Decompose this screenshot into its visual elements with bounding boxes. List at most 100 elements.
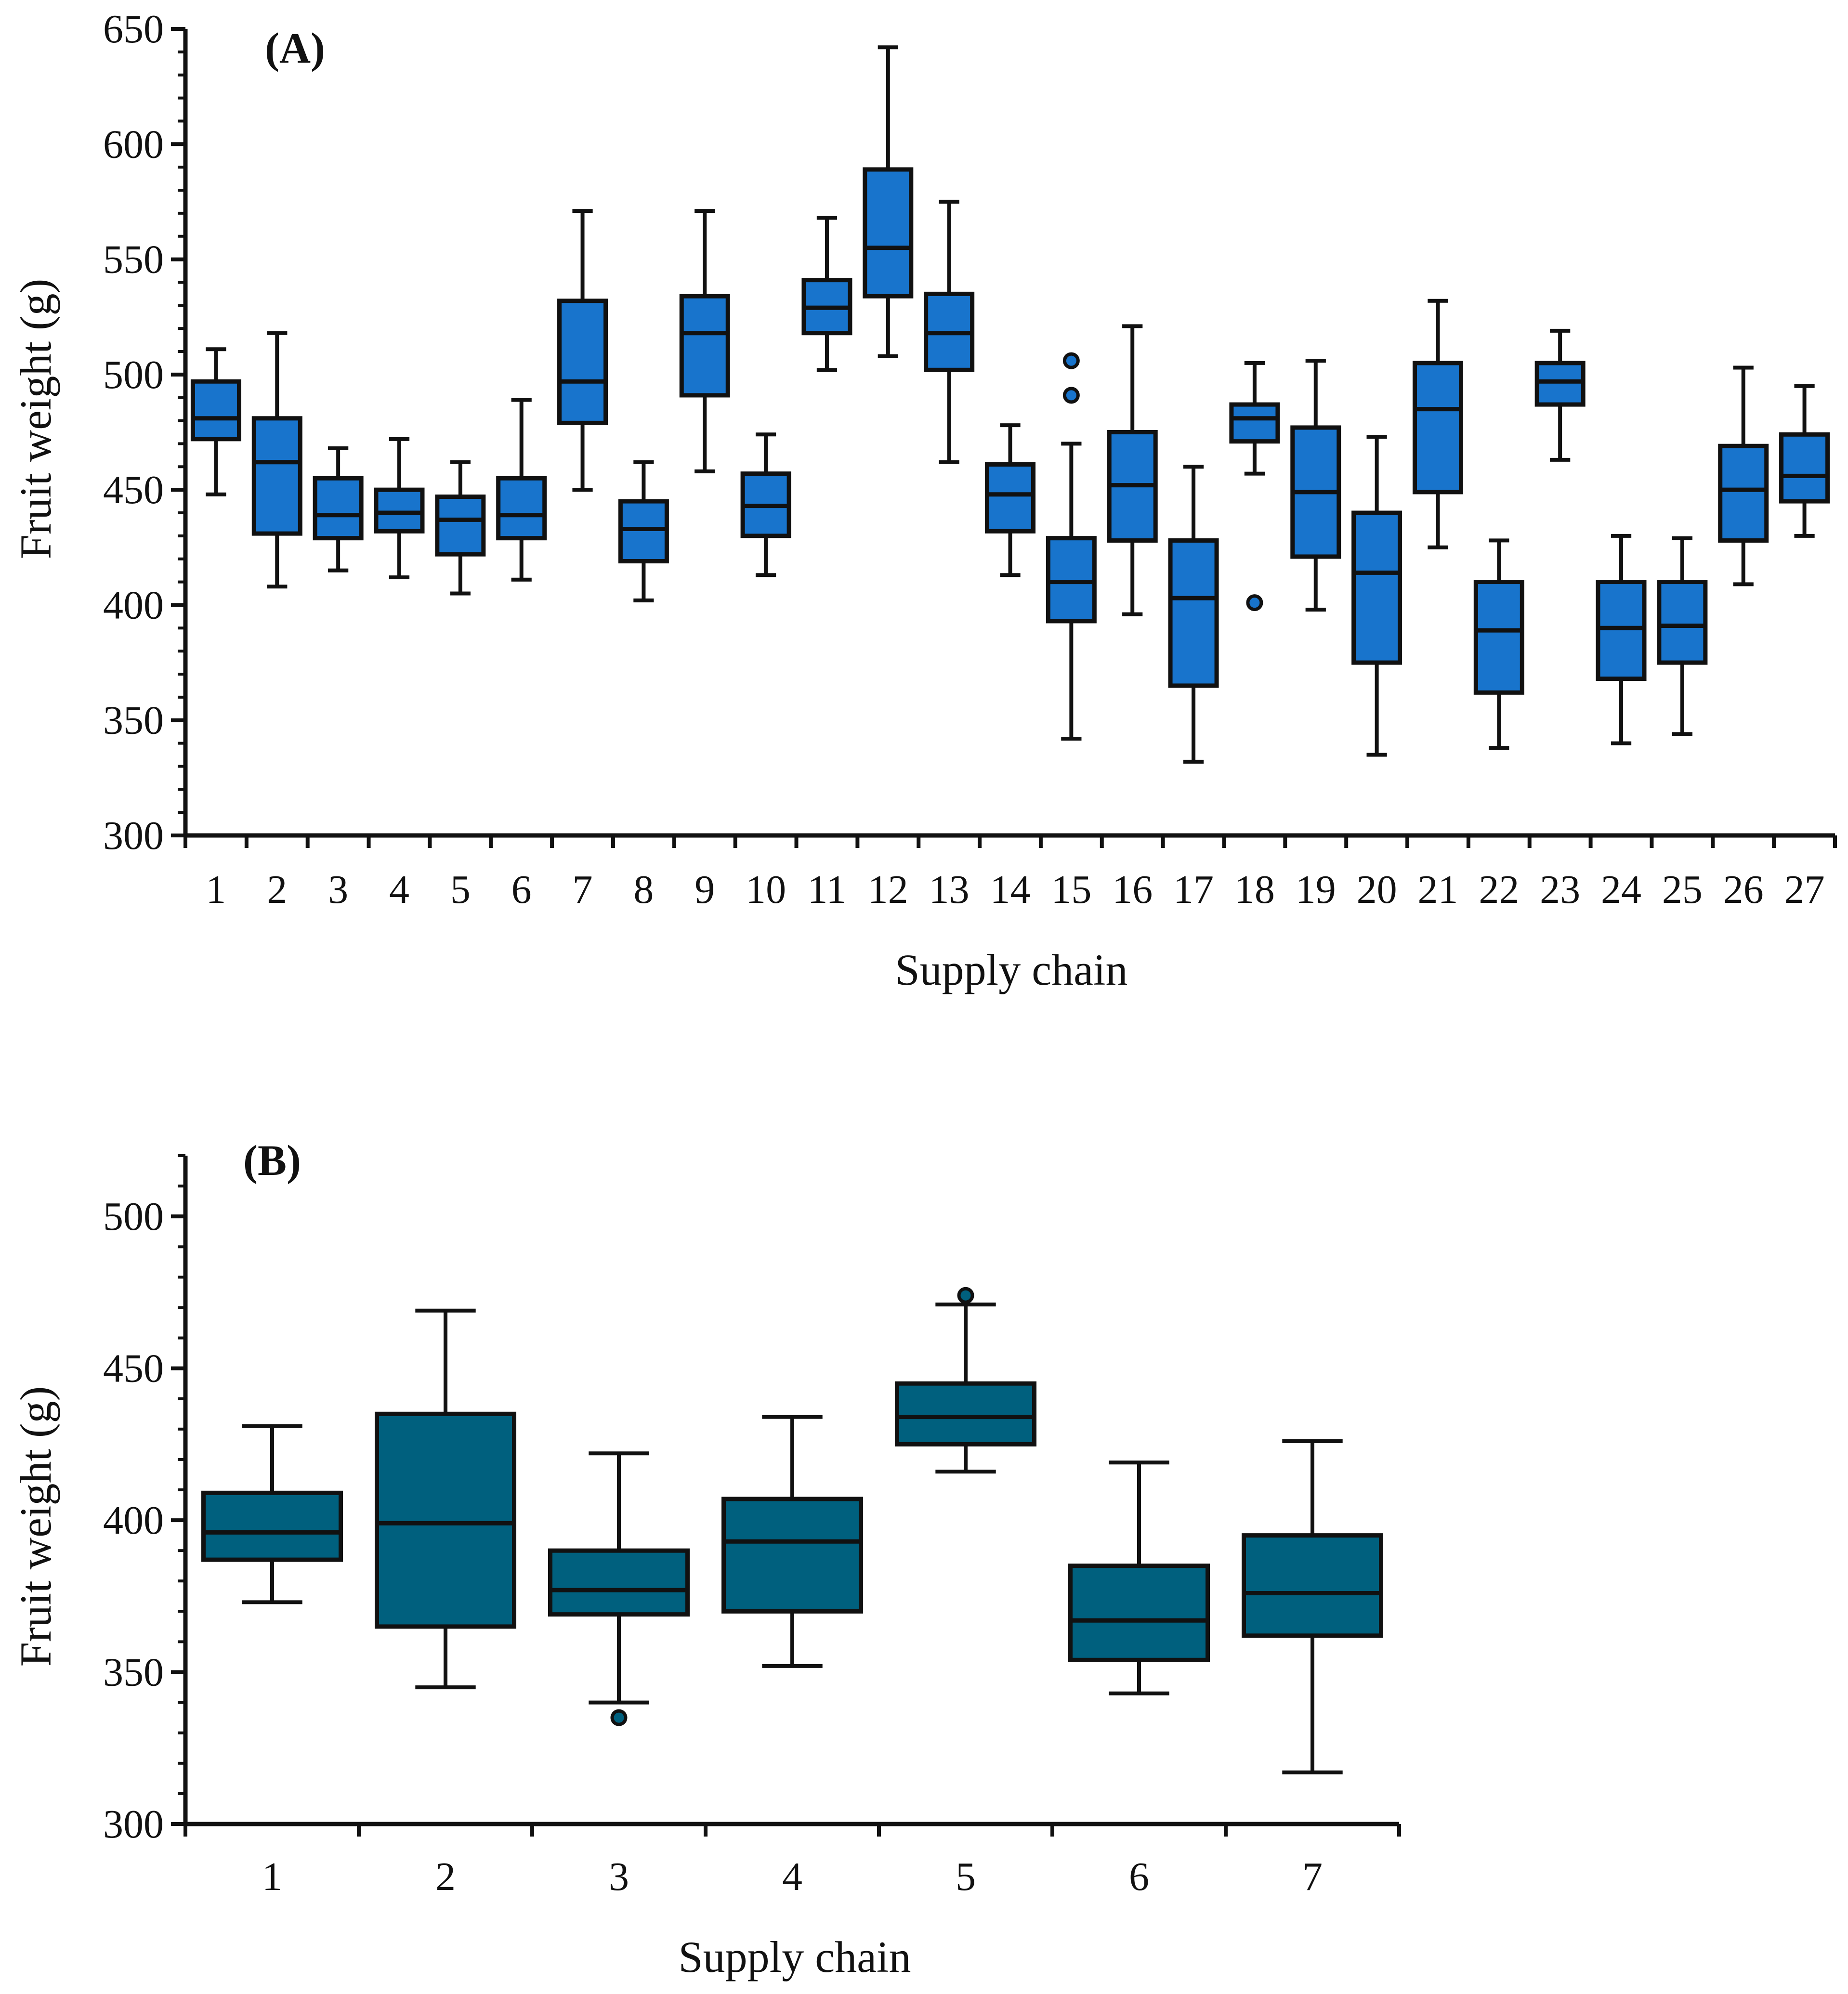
box-5 <box>895 1287 1036 1474</box>
x-tick-label: 26 <box>1723 867 1764 912</box>
iqr-box <box>1657 580 1708 665</box>
box-22 <box>1473 538 1524 750</box>
x-tick-label: 20 <box>1357 867 1397 912</box>
box-7 <box>1242 1439 1383 1774</box>
x-tick-label: 23 <box>1540 867 1580 912</box>
x-tick-label: 4 <box>389 867 409 912</box>
iqr-box <box>1596 580 1647 681</box>
x-tick-label: 3 <box>609 1854 629 1899</box>
iqr-box <box>1718 443 1769 543</box>
box-3 <box>313 446 364 573</box>
panel-b-y-axis-title: Fruit weight (g) <box>11 1386 60 1667</box>
iqr-box <box>1046 536 1097 624</box>
y-tick-label: 450 <box>103 468 164 512</box>
x-tick-label: 7 <box>573 867 593 912</box>
y-tick-label: 450 <box>103 1346 164 1391</box>
iqr-box <box>985 462 1035 534</box>
x-tick-label: 3 <box>328 867 348 912</box>
iqr-box <box>1068 1564 1210 1662</box>
x-tick-label: 27 <box>1784 867 1825 912</box>
y-tick-label: 350 <box>103 698 164 743</box>
iqr-box <box>548 1548 690 1617</box>
x-tick-label: 22 <box>1479 867 1519 912</box>
iqr-box <box>201 1490 343 1562</box>
x-tick-label: 7 <box>1302 1854 1323 1899</box>
panel-b-chart: (B) Supply chain Fruit weight (g) 300350… <box>11 1137 1401 1981</box>
box-4 <box>721 1415 863 1668</box>
x-tick-label: 21 <box>1417 867 1458 912</box>
x-tick-label: 6 <box>511 867 532 912</box>
x-tick-label: 2 <box>435 1854 456 1899</box>
x-tick-label: 10 <box>746 867 786 912</box>
y-tick-label: 650 <box>103 7 164 52</box>
box-6 <box>1068 1460 1210 1695</box>
y-tick-label: 300 <box>103 813 164 858</box>
iqr-box <box>557 299 608 425</box>
x-tick-label: 5 <box>956 1854 976 1899</box>
y-tick-label: 350 <box>103 1650 164 1695</box>
box-20 <box>1351 435 1402 757</box>
x-tick-label: 1 <box>206 867 226 912</box>
x-tick-label: 14 <box>990 867 1031 912</box>
box-11 <box>801 216 852 372</box>
iqr-box <box>496 476 547 541</box>
x-tick-label: 9 <box>695 867 715 912</box>
iqr-box <box>1168 538 1219 688</box>
y-tick-label: 400 <box>103 1498 164 1543</box>
panel-b-x-axis-title: Supply chain <box>679 1932 911 1981</box>
panel-a-y-axis-title: Fruit weight (g) <box>11 279 60 560</box>
y-tick-label: 500 <box>103 352 164 397</box>
iqr-box <box>435 495 486 557</box>
box-16 <box>1107 324 1158 616</box>
box-25 <box>1657 536 1708 736</box>
x-tick-label: 17 <box>1173 867 1214 912</box>
x-tick-label: 13 <box>929 867 970 912</box>
outlier-point <box>610 1709 628 1726</box>
box-10 <box>740 432 791 577</box>
iqr-box <box>375 1411 516 1629</box>
panel-a-chart: (A) Supply chain Fruit weight (g) 300350… <box>11 7 1837 994</box>
box-12 <box>863 45 914 358</box>
x-tick-label: 15 <box>1051 867 1091 912</box>
x-tick-label: 25 <box>1662 867 1703 912</box>
box-3 <box>548 1451 690 1726</box>
panel-a-label: (A) <box>265 25 325 72</box>
box-2 <box>251 331 302 589</box>
box-14 <box>985 423 1035 577</box>
box-27 <box>1779 384 1830 538</box>
box-5 <box>435 460 486 596</box>
y-tick-label: 500 <box>103 1194 164 1239</box>
y-tick-label: 300 <box>103 1802 164 1847</box>
iqr-box <box>1473 580 1524 695</box>
box-4 <box>374 437 425 579</box>
box-7 <box>557 209 608 492</box>
iqr-box <box>1242 1533 1383 1638</box>
outlier-point <box>1062 352 1080 369</box>
iqr-box <box>618 499 669 563</box>
box-23 <box>1534 328 1586 462</box>
panel-b-label: (B) <box>243 1137 301 1185</box>
outlier-point <box>957 1287 974 1304</box>
iqr-box <box>313 476 364 541</box>
box-15 <box>1046 352 1097 741</box>
box-8 <box>618 460 669 602</box>
x-tick-label: 19 <box>1296 867 1336 912</box>
x-tick-label: 11 <box>807 867 846 912</box>
iqr-box <box>1412 361 1463 495</box>
x-tick-label: 16 <box>1112 867 1153 912</box>
iqr-box <box>895 1381 1036 1447</box>
outlier-point <box>1062 387 1080 404</box>
x-tick-label: 12 <box>868 867 908 912</box>
iqr-box <box>679 294 730 398</box>
box-19 <box>1290 359 1341 612</box>
box-9 <box>679 209 730 473</box>
box-2 <box>375 1308 516 1690</box>
panel-a-x-axis-title: Supply chain <box>895 945 1128 994</box>
box-24 <box>1596 534 1647 745</box>
box-18 <box>1229 361 1280 612</box>
box-17 <box>1168 465 1219 764</box>
x-tick-label: 5 <box>450 867 471 912</box>
iqr-box <box>374 487 425 534</box>
x-tick-label: 8 <box>633 867 654 912</box>
box-21 <box>1412 299 1463 549</box>
